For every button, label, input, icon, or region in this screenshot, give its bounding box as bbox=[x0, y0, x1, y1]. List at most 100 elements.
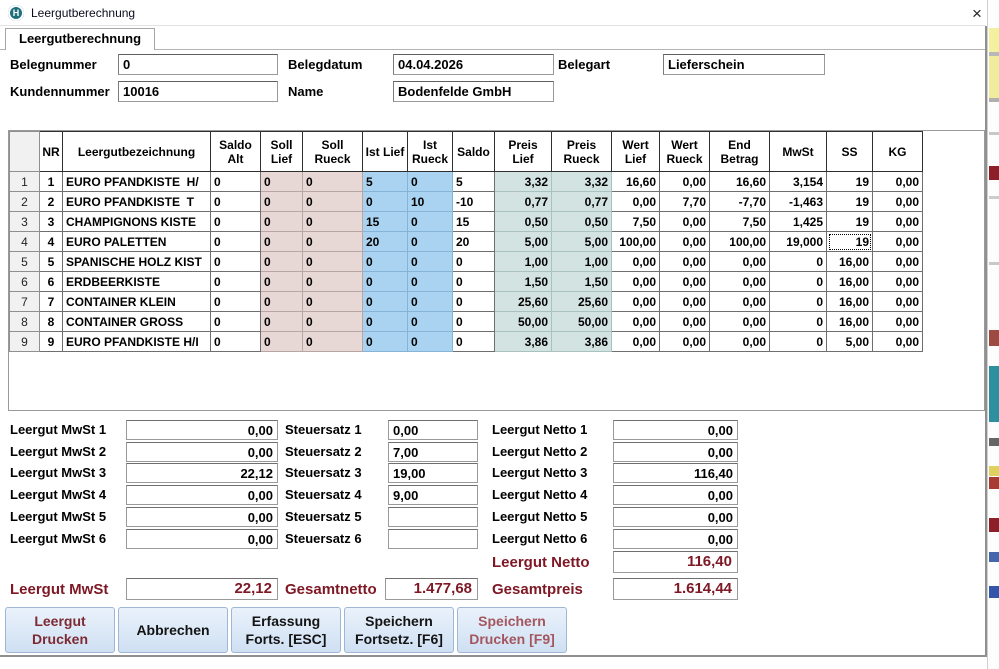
cell-kg[interactable]: 0,00 bbox=[872, 271, 923, 292]
cell-ist-lief[interactable]: 0 bbox=[362, 311, 408, 332]
mwst-field-3[interactable] bbox=[126, 463, 278, 483]
cell-ist-rueck[interactable]: 0 bbox=[407, 311, 453, 332]
cell-preis-rueck[interactable]: 0,50 bbox=[551, 211, 612, 232]
cell-ss[interactable]: 16,00 bbox=[826, 291, 873, 312]
cell-preis-lief[interactable]: 1,00 bbox=[494, 251, 552, 272]
netto-field-6[interactable] bbox=[613, 529, 738, 549]
cell-name[interactable]: EURO PALETTEN bbox=[62, 231, 211, 252]
cell-nr[interactable]: 5 bbox=[39, 251, 63, 272]
cell-saldo[interactable]: 0 bbox=[452, 291, 495, 312]
cell-saldo[interactable]: 20 bbox=[452, 231, 495, 252]
cell-end-betrag[interactable]: 0,00 bbox=[709, 271, 770, 292]
cell-mwst[interactable]: 0 bbox=[769, 271, 827, 292]
cell-ist-lief[interactable]: 0 bbox=[362, 251, 408, 272]
cell-wert-lief[interactable]: 0,00 bbox=[611, 191, 660, 212]
name-field[interactable] bbox=[393, 81, 554, 102]
cell-wert-lief[interactable]: 0,00 bbox=[611, 311, 660, 332]
cell-preis-lief[interactable]: 0,77 bbox=[494, 191, 552, 212]
netto-field-5[interactable] bbox=[613, 507, 738, 527]
cell-wert-lief[interactable]: 0,00 bbox=[611, 251, 660, 272]
cell-kg[interactable]: 0,00 bbox=[872, 331, 923, 352]
belegdatum-field[interactable] bbox=[393, 54, 554, 75]
cell-soll-lief[interactable]: 0 bbox=[260, 331, 303, 352]
cell-nr[interactable]: 4 bbox=[39, 231, 63, 252]
cell-kg[interactable]: 0,00 bbox=[872, 191, 923, 212]
cell-preis-lief[interactable]: 1,50 bbox=[494, 271, 552, 292]
cell-saldo-alt[interactable]: 0 bbox=[210, 271, 261, 292]
cell-kg[interactable]: 0,00 bbox=[872, 211, 923, 232]
cell-soll-lief[interactable]: 0 bbox=[260, 251, 303, 272]
cell-ist-lief[interactable]: 0 bbox=[362, 271, 408, 292]
cell-name[interactable]: EURO PFANDKISTE H/I bbox=[62, 331, 211, 352]
cell-wert-lief[interactable]: 0,00 bbox=[611, 271, 660, 292]
cell-soll-rueck[interactable]: 0 bbox=[302, 331, 363, 352]
cell-preis-rueck[interactable]: 3,32 bbox=[551, 171, 612, 192]
cell-wert-rueck[interactable]: 0,00 bbox=[659, 171, 710, 192]
cell-saldo-alt[interactable]: 0 bbox=[210, 251, 261, 272]
cell-saldo-alt[interactable]: 0 bbox=[210, 311, 261, 332]
close-icon[interactable]: × bbox=[964, 2, 990, 24]
cell-soll-lief[interactable]: 0 bbox=[260, 291, 303, 312]
steuersatz-field-3[interactable] bbox=[388, 463, 478, 483]
cell-preis-lief[interactable]: 3,32 bbox=[494, 171, 552, 192]
cell-ist-lief[interactable]: 0 bbox=[362, 331, 408, 352]
netto-field-4[interactable] bbox=[613, 485, 738, 505]
speichern-drucken-button[interactable]: Speichern Drucken [F9] bbox=[457, 607, 567, 653]
steuersatz-field-6[interactable] bbox=[388, 529, 478, 549]
cell-soll-rueck[interactable]: 0 bbox=[302, 311, 363, 332]
cell-saldo-alt[interactable]: 0 bbox=[210, 191, 261, 212]
cell-wert-rueck[interactable]: 0,00 bbox=[659, 291, 710, 312]
cell-ist-rueck[interactable]: 0 bbox=[407, 171, 453, 192]
kundennummer-field[interactable] bbox=[118, 81, 278, 102]
cell-end-betrag[interactable]: 16,60 bbox=[709, 171, 770, 192]
cell-saldo-alt[interactable]: 0 bbox=[210, 211, 261, 232]
cell-ist-rueck[interactable]: 0 bbox=[407, 251, 453, 272]
netto-field-3[interactable] bbox=[613, 463, 738, 483]
netto-field-2[interactable] bbox=[613, 442, 738, 462]
mwst-field-6[interactable] bbox=[126, 529, 278, 549]
cell-wert-rueck[interactable]: 0,00 bbox=[659, 331, 710, 352]
speichern-fortsetz-button[interactable]: Speichern Fortsetz. [F6] bbox=[344, 607, 454, 653]
erfassung-forts-button[interactable]: Erfassung Forts. [ESC] bbox=[231, 607, 341, 653]
cell-mwst[interactable]: 0 bbox=[769, 331, 827, 352]
cell-end-betrag[interactable]: -7,70 bbox=[709, 191, 770, 212]
cell-saldo[interactable]: 0 bbox=[452, 271, 495, 292]
steuersatz-field-4[interactable] bbox=[388, 485, 478, 505]
cell-ist-rueck[interactable]: 0 bbox=[407, 231, 453, 252]
cell-name[interactable]: SPANISCHE HOLZ KIST bbox=[62, 251, 211, 272]
cell-ss[interactable]: 19 bbox=[826, 171, 873, 192]
cell-saldo[interactable]: 0 bbox=[452, 311, 495, 332]
cell-nr[interactable]: 7 bbox=[39, 291, 63, 312]
cell-preis-lief[interactable]: 50,00 bbox=[494, 311, 552, 332]
cell-name[interactable]: CHAMPIGNONS KISTE bbox=[62, 211, 211, 232]
cell-nr[interactable]: 3 bbox=[39, 211, 63, 232]
cell-wert-rueck[interactable]: 0,00 bbox=[659, 311, 710, 332]
mwst-field-5[interactable] bbox=[126, 507, 278, 527]
cell-end-betrag[interactable]: 0,00 bbox=[709, 251, 770, 272]
mwst-field-1[interactable] bbox=[126, 420, 278, 440]
cell-preis-rueck[interactable]: 25,60 bbox=[551, 291, 612, 312]
cell-ss[interactable]: 16,00 bbox=[826, 271, 873, 292]
cell-preis-lief[interactable]: 25,60 bbox=[494, 291, 552, 312]
cell-preis-rueck[interactable]: 1,50 bbox=[551, 271, 612, 292]
cell-saldo[interactable]: 15 bbox=[452, 211, 495, 232]
cell-preis-lief[interactable]: 0,50 bbox=[494, 211, 552, 232]
cell-name[interactable]: EURO PFANDKISTE T bbox=[62, 191, 211, 212]
cell-ist-rueck[interactable]: 0 bbox=[407, 271, 453, 292]
cell-soll-lief[interactable]: 0 bbox=[260, 191, 303, 212]
cell-ist-rueck[interactable]: 10 bbox=[407, 191, 453, 212]
cell-soll-lief[interactable]: 0 bbox=[260, 171, 303, 192]
leergut-drucken-button[interactable]: Leergut Drucken bbox=[5, 607, 115, 653]
cell-nr[interactable]: 6 bbox=[39, 271, 63, 292]
cell-end-betrag[interactable]: 0,00 bbox=[709, 291, 770, 312]
cell-soll-rueck[interactable]: 0 bbox=[302, 171, 363, 192]
cell-saldo-alt[interactable]: 0 bbox=[210, 331, 261, 352]
cell-kg[interactable]: 0,00 bbox=[872, 291, 923, 312]
cell-ist-rueck[interactable]: 0 bbox=[407, 291, 453, 312]
cell-mwst[interactable]: 0 bbox=[769, 311, 827, 332]
cell-saldo[interactable]: 0 bbox=[452, 331, 495, 352]
cell-kg[interactable]: 0,00 bbox=[872, 171, 923, 192]
cell-ist-rueck[interactable]: 0 bbox=[407, 331, 453, 352]
netto-field-1[interactable] bbox=[613, 420, 738, 440]
belegnummer-field[interactable] bbox=[118, 54, 278, 75]
